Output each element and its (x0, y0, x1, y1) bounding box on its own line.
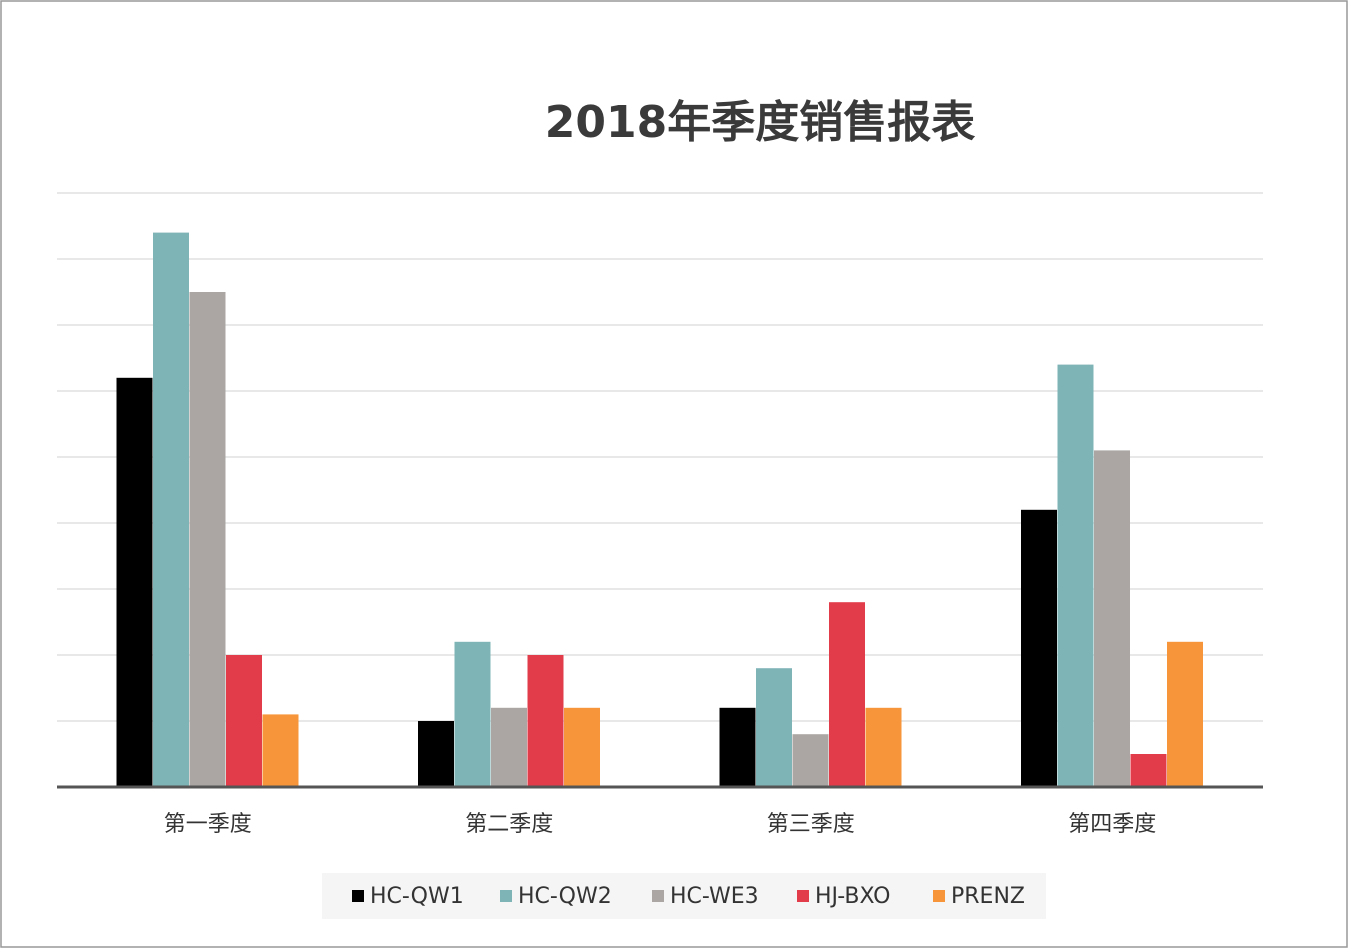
legend-swatch (797, 890, 809, 902)
x-tick-label: 第二季度 (465, 812, 553, 837)
legend-label: HC-QW2 (518, 884, 612, 909)
legend-swatch (352, 890, 364, 902)
bar (792, 734, 829, 787)
bar (116, 377, 153, 787)
bar (1094, 450, 1130, 787)
bar (865, 707, 902, 787)
x-tick-label: 第三季度 (767, 812, 855, 837)
x-tick-label: 第四季度 (1068, 812, 1156, 837)
chart-title: 2018年季度销售报表 (545, 97, 975, 148)
bar (153, 232, 189, 788)
legend-swatch (652, 890, 664, 902)
bar (1167, 641, 1203, 787)
bar (1057, 364, 1094, 787)
bar (719, 707, 756, 787)
legend-label: HJ-BXO (815, 884, 890, 909)
legend-label: PRENZ (951, 884, 1025, 909)
bar (189, 292, 226, 787)
bar (454, 641, 491, 787)
bar (1021, 509, 1057, 787)
x-tick-label: 第一季度 (164, 812, 252, 837)
bar (527, 655, 564, 787)
bar (564, 707, 600, 787)
bar (756, 668, 792, 787)
bar (262, 714, 299, 787)
legend-box (322, 873, 1046, 919)
bar (418, 721, 454, 787)
bar (491, 707, 527, 787)
legend-label: HC-WE3 (670, 884, 759, 909)
bar (226, 655, 262, 787)
legend-label: HC-QW1 (370, 884, 464, 909)
bar (1130, 754, 1167, 787)
bar (829, 602, 865, 787)
legend-swatch (500, 890, 512, 902)
legend-swatch (933, 890, 945, 902)
